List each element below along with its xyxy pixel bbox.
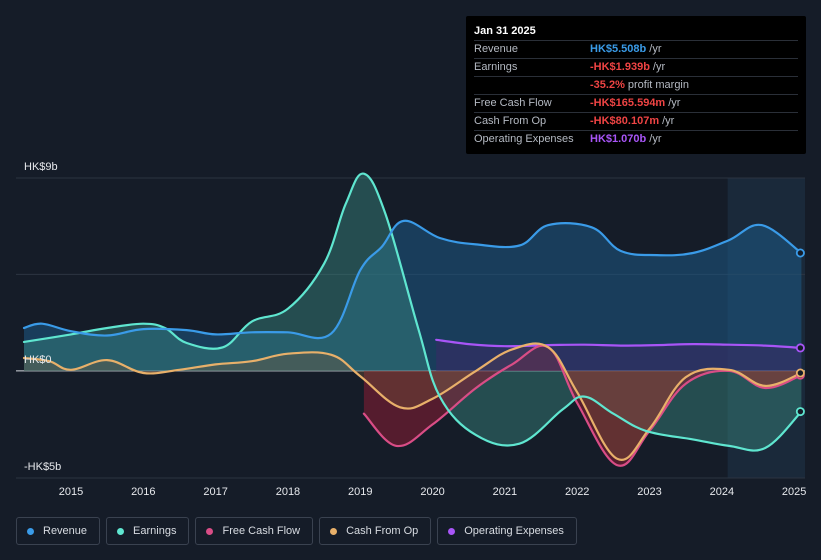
tooltip-row-unit: profit margin xyxy=(627,79,689,91)
tooltip-row-unit: /yr xyxy=(668,97,681,109)
series-end-dots xyxy=(795,248,805,417)
tooltip-row-value: -35.2% xyxy=(590,79,625,91)
tooltip-panel: Jan 31 2025 Revenue HK$5.508b/yr Earnings -… xyxy=(466,16,806,154)
tooltip-row-value: HK$5.508b xyxy=(590,43,647,55)
legend-dot-icon xyxy=(330,527,338,535)
x-tick-label: 2017 xyxy=(203,486,227,498)
legend-item-revenue[interactable]: Revenue xyxy=(16,517,101,545)
tooltip-row: Revenue HK$5.508b/yr xyxy=(474,40,798,58)
line-cash-from-op xyxy=(22,342,803,461)
legend-item-operating-expenses[interactable]: Operating Expenses xyxy=(437,517,577,545)
tooltip-row-label: Revenue xyxy=(474,43,519,55)
line-revenue xyxy=(22,219,803,340)
tooltip-row-label xyxy=(474,77,590,94)
tooltip-row-label: Free Cash Flow xyxy=(474,97,552,109)
area-revenue xyxy=(24,220,802,371)
tooltip-row: Operating Expenses HK$1.070b/yr xyxy=(474,130,798,148)
end-dot-revenue xyxy=(795,248,805,258)
legend-item-free-cash-flow[interactable]: Free Cash Flow xyxy=(195,517,314,545)
tooltip-row: Cash From Op -HK$80.107m/yr xyxy=(474,112,798,130)
series-lines xyxy=(22,172,803,467)
area-operating-expenses xyxy=(436,339,802,371)
tooltip-row: Earnings -HK$1.939b/yr xyxy=(474,58,798,76)
x-tick-label: 2023 xyxy=(637,486,661,498)
legend-item-cash-from-op[interactable]: Cash From Op xyxy=(319,517,432,545)
x-tick-label: 2015 xyxy=(59,486,83,498)
tooltip-row-value: HK$1.070b xyxy=(590,133,647,145)
end-dot-earnings xyxy=(795,407,805,417)
legend-label: Revenue xyxy=(43,525,88,537)
area-fills xyxy=(24,173,802,466)
legend-label: Operating Expenses xyxy=(464,525,564,537)
area-free-cash-flow xyxy=(363,345,802,466)
tooltip-row-value: -HK$80.107m xyxy=(590,115,660,127)
tooltip-row-unit: /yr xyxy=(662,115,675,127)
line-operating-expenses xyxy=(435,338,803,349)
tooltip-row-value: -HK$1.939b xyxy=(590,61,650,73)
y-label-top: HK$9b xyxy=(24,161,58,173)
tooltip-date: Jan 31 2025 xyxy=(474,25,536,37)
x-axis-ticks: 2015 2016 2017 2018 2019 2020 2021 2022 2023 2024… xyxy=(59,486,807,498)
tooltip-row-unit: /yr xyxy=(649,133,662,145)
legend-dot-icon xyxy=(27,527,34,535)
tooltip-row-unit: /yr xyxy=(652,61,666,73)
tooltip-row-value: -HK$165.594m xyxy=(590,97,666,109)
x-tick-label: 2025 xyxy=(782,486,806,498)
legend-dot-icon xyxy=(206,527,214,535)
end-dot-operating-expenses xyxy=(795,343,805,353)
tooltip-row: -35.2% profit margin xyxy=(474,76,798,94)
x-tick-label: 2016 xyxy=(131,486,155,498)
legend-label: Free Cash Flow xyxy=(222,525,301,537)
x-tick-label: 2022 xyxy=(565,486,589,498)
end-dot-cash-from-op xyxy=(795,368,805,378)
legend: Revenue Earnings Free Cash Flow Cash From O… xyxy=(16,517,577,547)
area-cash-from-op xyxy=(24,343,802,460)
legend-dot-icon xyxy=(117,527,125,535)
tooltip-row-label: Earnings xyxy=(474,61,518,73)
y-label-zero: HK$0 xyxy=(24,354,52,366)
legend-dot-icon xyxy=(448,527,456,535)
legend-label: Cash From Op xyxy=(346,525,419,537)
x-tick-label: 2019 xyxy=(348,486,372,498)
x-tick-label: 2021 xyxy=(493,486,517,498)
x-tick-label: 2020 xyxy=(420,486,444,498)
tooltip-row-label: Cash From Op xyxy=(474,115,547,127)
x-tick-label: 2024 xyxy=(710,486,734,498)
legend-label: Earnings xyxy=(133,525,177,537)
y-label-bottom: -HK$5b xyxy=(24,461,61,473)
x-tick-label: 2018 xyxy=(276,486,300,498)
tooltip-row-label: Operating Expenses xyxy=(474,133,574,145)
tooltip-row-unit: /yr xyxy=(649,43,662,55)
legend-item-earnings[interactable]: Earnings xyxy=(106,517,190,545)
tooltip-row: Free Cash Flow -HK$165.594m/yr xyxy=(474,94,798,112)
